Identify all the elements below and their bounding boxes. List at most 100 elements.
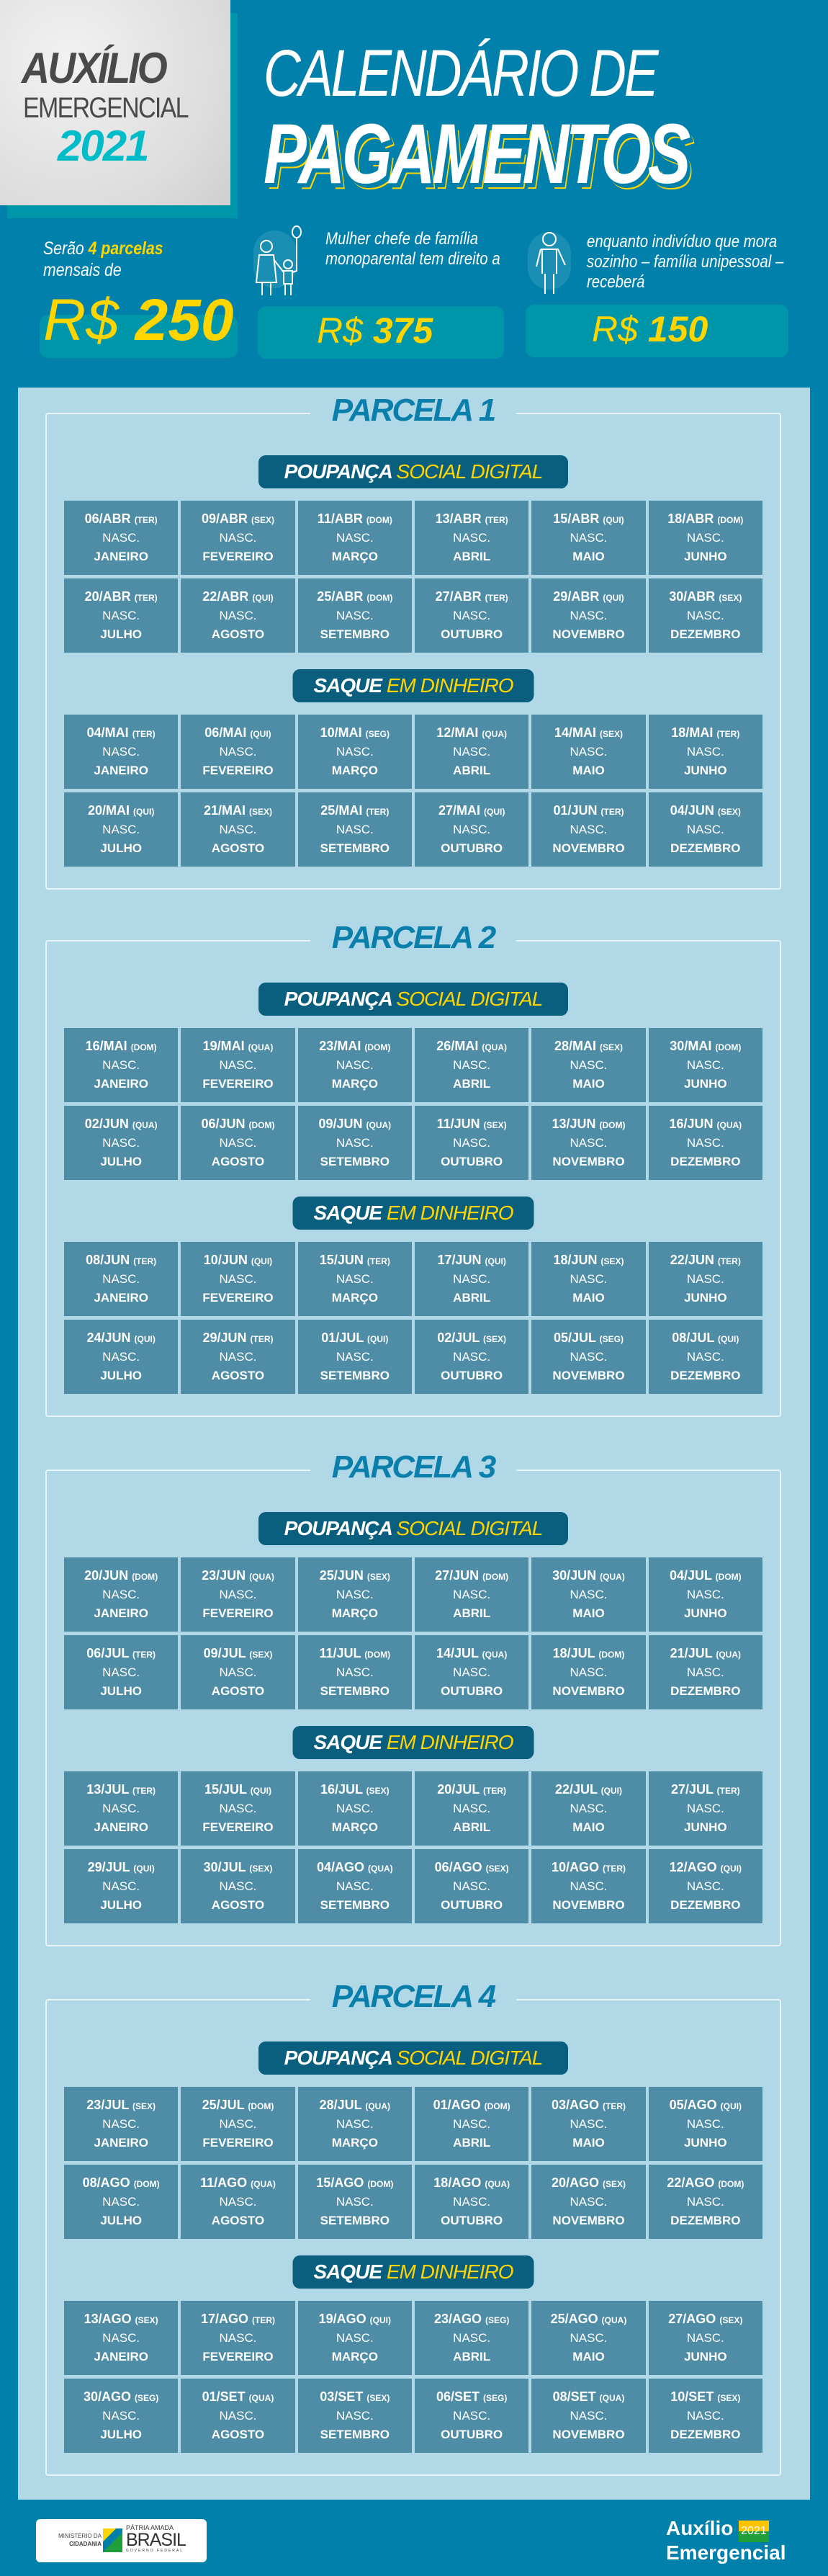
mother-amount-box — [258, 306, 504, 359]
weekday: (QUI) — [718, 1334, 739, 1344]
date: 28/MAI — [554, 1039, 596, 1053]
birth-label: NASC. — [336, 823, 374, 836]
weekday: (SEX) — [249, 807, 273, 817]
birth-label: NASC. — [453, 2195, 491, 2209]
date: 30/ABR — [669, 589, 716, 604]
payment-date-cell: 09/JUN (QUA) NASC. SETEMBRO — [297, 1106, 412, 1180]
payment-date-cell: 13/JUL (TER) NASC. JANEIRO — [64, 1771, 179, 1846]
payment-date: 30/AGO (SEG) — [64, 2389, 178, 2405]
birth-month: MARÇO — [331, 1820, 378, 1834]
date: 06/SET — [436, 2389, 480, 2404]
birth-label: NASC. — [570, 2331, 608, 2345]
weekday: (SEX) — [483, 1120, 507, 1130]
payment-date: 29/JUN (TER) — [181, 1331, 294, 1346]
birth-month: OUTUBRO — [441, 1684, 503, 1698]
birth-label: NASC. — [453, 531, 491, 545]
date: 13/ABR — [435, 511, 482, 526]
payment-date: 16/MAI (DOM) — [64, 1039, 178, 1054]
program-year: 2021 — [739, 2521, 769, 2542]
base-amount-box — [40, 315, 238, 358]
birth-label: NASC. — [336, 745, 374, 759]
birth-month: OUTUBRO — [441, 841, 503, 855]
birth-label: NASC. — [453, 2409, 491, 2423]
weekday: (SEG) — [135, 2393, 159, 2403]
payment-date-cell: 17/JUN (QUI) NASC. ABRIL — [414, 1242, 529, 1316]
weekday: (DOM) — [718, 2179, 744, 2189]
payment-date-cell: 06/AGO (SEX) NASC. OUTUBRO — [414, 1849, 529, 1923]
payment-date-cell: 06/MAI (QUI) NASC. FEVEREIRO — [181, 715, 295, 789]
weekday: (QUI) — [251, 1256, 273, 1266]
birth-month: JUNHO — [684, 1291, 727, 1305]
payment-date: 13/JUN (DOM) — [531, 1117, 645, 1132]
payment-date: 26/MAI (QUA) — [415, 1039, 528, 1054]
weekday: (QUA) — [600, 1572, 625, 1582]
parcela-title: PARCELA 4 — [47, 1979, 780, 2015]
payment-date-cell: 22/ABR (QUI) NASC. AGOSTO — [181, 578, 295, 653]
currency: R$ — [592, 309, 638, 349]
payment-date-cell: 27/JUN (DOM) NASC. ABRIL — [414, 1557, 529, 1632]
weekday: (QUA) — [248, 1042, 274, 1052]
birth-month: DEZEMBRO — [670, 1155, 741, 1168]
payment-date: 25/MAI (TER) — [298, 803, 412, 818]
payment-date-cell: 02/JUL (SEX) NASC. OUTUBRO — [414, 1320, 529, 1394]
section-saque-table: 13/AGO (SEX) NASC. JANEIRO 17/AGO (TER) … — [64, 2301, 762, 2453]
date: 13/JUL — [86, 1782, 129, 1797]
birth-label: NASC. — [570, 2195, 608, 2209]
birth-label: NASC. — [453, 823, 491, 836]
birth-label: NASC. — [453, 1879, 491, 1893]
birth-label: NASC. — [102, 609, 140, 622]
date: 26/MAI — [436, 1039, 479, 1053]
date: 05/AGO — [669, 2098, 717, 2112]
birth-month: OUTUBRO — [441, 1898, 503, 1912]
parcela-title-text: PARCELA 2 — [310, 920, 517, 956]
birth-month: DEZEMBRO — [670, 2214, 741, 2227]
payment-date: 22/AGO (DOM) — [649, 2175, 762, 2191]
date: 18/MAI — [671, 725, 714, 740]
date: 01/JUN — [553, 803, 598, 818]
payment-date-cell: 26/MAI (QUA) NASC. ABRIL — [414, 1028, 529, 1102]
date: 18/JUL — [552, 1646, 595, 1660]
date: 23/JUL — [86, 2098, 129, 2112]
payment-date-cell: 06/ABR (TER) NASC. JANEIRO — [64, 501, 179, 575]
person-icon — [528, 232, 571, 294]
birth-month: DEZEMBRO — [670, 841, 741, 855]
weekday: (TER) — [134, 593, 158, 603]
birth-label: NASC. — [219, 2331, 257, 2345]
payment-date: 02/JUN (QUA) — [64, 1117, 178, 1132]
payment-date: 15/JUN (TER) — [298, 1253, 412, 1268]
birth-label: NASC. — [219, 531, 257, 545]
date: 01/AGO — [433, 2098, 481, 2112]
date: 08/JUN — [86, 1253, 130, 1267]
date: 27/MAI — [438, 803, 480, 818]
brasil-flag-icon — [103, 2528, 122, 2552]
birth-month: JANEIRO — [94, 2136, 148, 2150]
payment-date-cell: 10/JUN (QUI) NASC. FEVEREIRO — [181, 1242, 295, 1316]
birth-month: DEZEMBRO — [670, 627, 741, 641]
weekday: (TER) — [603, 1864, 626, 1874]
brand-box — [0, 0, 230, 205]
section-label-white: SAQUE — [313, 1202, 382, 1224]
weekday: (SEX) — [366, 2393, 390, 2403]
payment-date-cell: 30/ABR (SEX) NASC. DEZEMBRO — [648, 578, 762, 653]
birth-month: JUNHO — [684, 764, 727, 777]
page-title-line1: CALENDÁRIO DE — [264, 37, 659, 110]
birth-month: JANEIRO — [94, 1606, 148, 1620]
payment-date: 06/JUL (TER) — [64, 1646, 178, 1661]
date: 20/MAI — [87, 803, 130, 818]
weekday: (SEX) — [600, 729, 624, 739]
birth-month: NOVEMBRO — [552, 1155, 625, 1168]
payment-date-cell: 25/AGO (QUA) NASC. MAIO — [531, 2301, 646, 2375]
section-poupanca-table: 16/MAI (DOM) NASC. JANEIRO 19/MAI (QUA) … — [64, 1028, 762, 1180]
birth-month: SETEMBRO — [320, 627, 390, 641]
payment-date: 20/AGO (SEX) — [531, 2175, 645, 2191]
date: 30/AGO — [83, 2389, 131, 2404]
birth-month: JANEIRO — [94, 764, 148, 777]
payment-date-cell: 29/ABR (QUI) NASC. NOVEMBRO — [531, 578, 646, 653]
payment-date-cell: 04/JUN (SEX) NASC. DEZEMBRO — [648, 792, 762, 867]
weekday: (TER) — [485, 593, 508, 603]
birth-month: FEVEREIRO — [202, 1606, 274, 1620]
payment-date-cell: 02/JUN (QUA) NASC. JULHO — [64, 1106, 179, 1180]
date: 23/JUN — [202, 1568, 246, 1583]
birth-label: NASC. — [453, 1665, 491, 1679]
payment-date: 30/ABR (SEX) — [649, 589, 762, 604]
